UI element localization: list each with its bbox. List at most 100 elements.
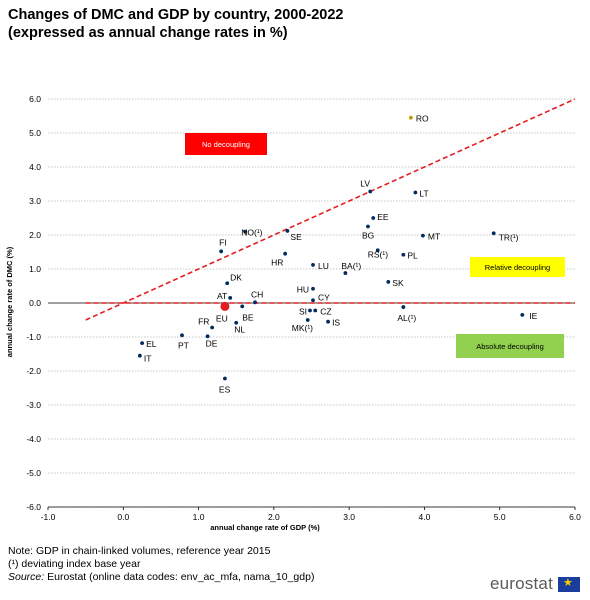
point-label-ie: IE bbox=[529, 311, 537, 321]
point-ro bbox=[408, 115, 413, 120]
point-label-no: NO(¹) bbox=[241, 228, 262, 238]
point-label-be: BE bbox=[242, 312, 254, 322]
point-label-rs: RS(¹) bbox=[368, 249, 388, 259]
point-fi bbox=[219, 249, 224, 254]
y-tick-label-9: -3.0 bbox=[26, 400, 41, 410]
point-pt bbox=[180, 333, 184, 338]
point-label-si: SI bbox=[299, 306, 307, 316]
y-tick-label-3: 3.0 bbox=[29, 196, 41, 206]
diagonal-reference-line bbox=[85, 98, 576, 321]
title-line-2: (expressed as annual change rates in %) bbox=[8, 25, 288, 41]
reference-lines bbox=[85, 98, 576, 321]
y-tick-label-11: -5.0 bbox=[26, 468, 41, 478]
point-nl bbox=[234, 320, 239, 325]
x-tick-label-3: 2.0 bbox=[268, 512, 280, 522]
point-label-ro: RO bbox=[416, 114, 429, 124]
point-bg bbox=[366, 224, 370, 229]
zone-labels: No decoupling Relative decoupling Absolute… bbox=[185, 133, 565, 358]
source-label: Source: bbox=[8, 571, 45, 583]
point-label-ee: EE bbox=[377, 212, 389, 222]
point-label-lt: LT bbox=[419, 189, 428, 199]
point-label-cz: CZ bbox=[320, 306, 331, 316]
point-label-el: EL bbox=[146, 339, 157, 349]
y-tick-label-2: 4.0 bbox=[29, 162, 41, 172]
point-be bbox=[240, 304, 245, 309]
x-axis-label: annual change rate of GDP (%) bbox=[210, 523, 320, 532]
x-tick-label-0: -1.0 bbox=[41, 512, 56, 522]
point-is bbox=[326, 319, 330, 324]
point-hr bbox=[283, 251, 288, 256]
zone-box-no-decoupling bbox=[185, 133, 267, 155]
source-line: Source: Eurostat (online data codes: env… bbox=[8, 571, 314, 583]
point-it bbox=[137, 353, 142, 358]
point-label-mk: MK(¹) bbox=[292, 323, 313, 333]
y-tick-label-10: -4.0 bbox=[26, 434, 41, 444]
point-label-lu: LU bbox=[318, 261, 329, 271]
y-tick-label-4: 2.0 bbox=[29, 230, 41, 240]
point-cy bbox=[311, 298, 315, 303]
x-tick-label-6: 5.0 bbox=[494, 512, 506, 522]
point-label-cy: CY bbox=[318, 292, 330, 302]
y-axis-label: annual change rate of DMC (%) bbox=[5, 246, 14, 357]
point-de bbox=[205, 334, 210, 339]
point-label-lv: LV bbox=[360, 178, 370, 188]
point-hu bbox=[311, 286, 315, 291]
point-ba bbox=[343, 271, 348, 275]
point-label-eu: EU bbox=[216, 313, 228, 323]
x-tick-label-2: 1.0 bbox=[193, 512, 205, 522]
point-si bbox=[308, 308, 312, 313]
point-label-bg: BG bbox=[362, 231, 374, 241]
point-label-is: IS bbox=[332, 318, 340, 328]
x-axis: -1.0 0.0 1.0 2.0 3.0 4.0 5.0 6.0 bbox=[41, 506, 581, 522]
point-mk bbox=[305, 318, 310, 322]
x-tick-label-1: 0.0 bbox=[117, 512, 129, 522]
point-label-pl: PL bbox=[407, 251, 418, 261]
point-label-al: AL(¹) bbox=[397, 313, 416, 323]
zone-label-relative-decoupling: Relative decoupling bbox=[485, 263, 550, 272]
point-rs bbox=[375, 248, 380, 253]
point-es bbox=[223, 376, 227, 381]
y-tick-label-8: -2.0 bbox=[26, 366, 41, 376]
point-label-nl: NL bbox=[234, 325, 245, 335]
note-line-2: (¹) deviating index base year bbox=[8, 558, 141, 570]
point-label-ch: CH bbox=[251, 289, 263, 299]
point-ch bbox=[253, 300, 257, 305]
point-lv bbox=[368, 189, 373, 194]
point-label-pt: PT bbox=[178, 340, 189, 350]
point-cz bbox=[313, 308, 318, 313]
point-label-at: AT bbox=[217, 291, 227, 301]
point-mt bbox=[421, 233, 425, 238]
point-label-hr: HR bbox=[271, 258, 283, 268]
eurostat-logo: eurostat bbox=[490, 574, 580, 594]
y-tick-label-1: 5.0 bbox=[29, 128, 41, 138]
point-label-it: IT bbox=[144, 354, 152, 364]
y-tick-label-6: 0.0 bbox=[29, 298, 41, 308]
chart-title: Changes of DMC and GDP by country, 2000-… bbox=[8, 6, 343, 42]
point-se bbox=[285, 229, 290, 233]
point-label-mt: MT bbox=[428, 232, 440, 242]
point-pl bbox=[401, 252, 406, 257]
scatter-chart: 6.0 5.0 4.0 3.0 2.0 1.0 0.0 -1.0 -2.0 -3.0 -4.0 -5.… bbox=[5, 94, 581, 532]
point-el bbox=[140, 341, 145, 346]
point-label-ba: BA(¹) bbox=[341, 261, 361, 271]
zone-label-no-decoupling: No decoupling bbox=[202, 140, 250, 149]
y-axis: 6.0 5.0 4.0 3.0 2.0 1.0 0.0 -1.0 -2.0 -3.0 -4.0 -5.… bbox=[26, 94, 41, 512]
point-lt bbox=[413, 190, 418, 195]
point-al bbox=[401, 305, 406, 309]
point-eu bbox=[220, 301, 230, 311]
point-label-es: ES bbox=[219, 384, 231, 394]
point-ie bbox=[520, 313, 525, 317]
point-tr bbox=[491, 231, 496, 236]
zone-box-relative-decoupling bbox=[470, 257, 565, 277]
x-tick-label-5: 4.0 bbox=[419, 512, 431, 522]
point-label-dk: DK bbox=[230, 272, 242, 282]
y-tick-label-0: 6.0 bbox=[29, 94, 41, 104]
x-tick-label-7: 6.0 bbox=[569, 512, 581, 522]
point-ee bbox=[371, 216, 376, 220]
zone-label-absolute-decoupling: Absolute decoupling bbox=[476, 342, 544, 351]
point-fr bbox=[210, 325, 215, 330]
title-line-1: Changes of DMC and GDP by country, 2000-… bbox=[8, 7, 344, 23]
eu-flag-icon bbox=[558, 576, 580, 592]
point-label-fr: FR bbox=[198, 316, 209, 326]
